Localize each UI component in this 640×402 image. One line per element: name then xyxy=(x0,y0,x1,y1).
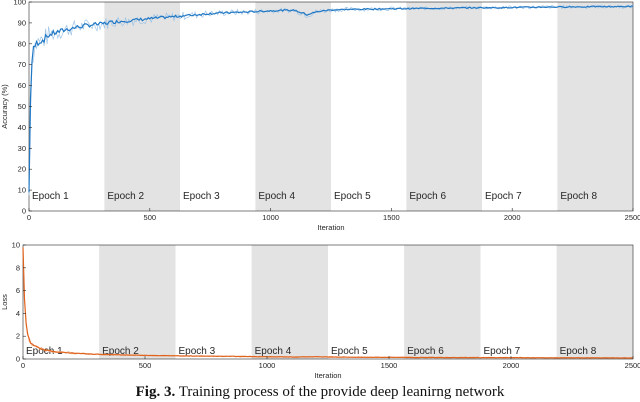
x-tick-label: 1000 xyxy=(262,213,279,222)
x-tick-label: 1500 xyxy=(383,213,400,222)
x-tick-label: 2000 xyxy=(503,361,520,370)
x-tick-label: 0 xyxy=(21,361,25,370)
loss-chart: Epoch 1 Epoch 2 Epoch 3 Epoch 4 Epoch 5 Epoch… xyxy=(0,241,640,381)
y-tick-label: 80 xyxy=(18,39,26,48)
x-tick-label: 500 xyxy=(144,213,157,222)
y-tick-label: 0 xyxy=(22,207,26,216)
epoch-band xyxy=(104,2,180,211)
epoch-label: Epoch 6 xyxy=(409,191,446,202)
x-tick-label: 2500 xyxy=(625,213,640,222)
x-tick-label: 2000 xyxy=(504,213,521,222)
epoch-label: Epoch 7 xyxy=(485,191,522,202)
epoch-label: Epoch 3 xyxy=(183,191,220,202)
y-tick-label: 2 xyxy=(16,332,20,341)
y-tick-label: 90 xyxy=(18,18,26,27)
y-axis-label: Accuracy (%) xyxy=(0,84,9,129)
epoch-label: Epoch 8 xyxy=(560,346,597,357)
epoch-label: Epoch 1 xyxy=(26,346,63,357)
axes-frame xyxy=(22,244,634,360)
accuracy-chart: Epoch 1 Epoch 2 Epoch 3 Epoch 4 Epoch 5 Epoch… xyxy=(0,0,640,232)
y-tick-label: 10 xyxy=(18,186,26,195)
x-tick-label: 0 xyxy=(27,213,31,222)
y-tick-label: 30 xyxy=(18,144,26,153)
y-tick-label: 4 xyxy=(16,309,20,318)
epoch-band xyxy=(557,2,633,211)
epoch-band xyxy=(404,245,481,359)
x-axis-label: Iteration xyxy=(317,223,344,232)
y-tick-label: 0 xyxy=(16,355,20,364)
epoch-label: Epoch 2 xyxy=(107,191,144,202)
epoch-band xyxy=(406,2,482,211)
epoch-label: Epoch 5 xyxy=(334,191,371,202)
series-line xyxy=(22,247,633,359)
series-line xyxy=(28,5,633,193)
epoch-band xyxy=(251,245,328,359)
caption-lead: Fig. 3. xyxy=(135,384,176,400)
y-tick-label: 50 xyxy=(18,102,26,111)
y-tick-label: 100 xyxy=(13,0,26,7)
x-axis-label: Iteration xyxy=(314,371,341,380)
epoch-label: Epoch 8 xyxy=(560,191,597,202)
x-tick-label: 1000 xyxy=(259,361,276,370)
epoch-label: Epoch 4 xyxy=(255,346,292,357)
y-tick-label: 8 xyxy=(16,263,20,272)
y-tick-label: 20 xyxy=(18,165,26,174)
epoch-label: Epoch 4 xyxy=(258,191,295,202)
y-tick-label: 60 xyxy=(18,81,26,90)
y-tick-label: 70 xyxy=(18,60,26,69)
epoch-band xyxy=(99,245,176,359)
series-raw-line xyxy=(28,4,634,196)
y-tick-label: 10 xyxy=(12,241,20,250)
x-tick-label: 2500 xyxy=(625,361,640,370)
epoch-label: Epoch 2 xyxy=(102,346,139,357)
epoch-label: Epoch 3 xyxy=(179,346,216,357)
y-tick-label: 40 xyxy=(18,123,26,132)
epoch-label: Epoch 5 xyxy=(331,346,368,357)
y-axis-label: Loss xyxy=(0,294,9,310)
x-tick-label: 500 xyxy=(139,361,152,370)
epoch-label: Epoch 6 xyxy=(407,346,444,357)
caption-text: Training process of the provide deep lea… xyxy=(178,384,505,400)
y-tick-label: 6 xyxy=(16,286,20,295)
figure-caption: Fig. 3. Training process of the provide … xyxy=(0,384,640,401)
epoch-label: Epoch 7 xyxy=(484,346,521,357)
x-tick-label: 1500 xyxy=(381,361,398,370)
epoch-label: Epoch 1 xyxy=(32,191,69,202)
epoch-band xyxy=(556,245,633,359)
epoch-band xyxy=(255,2,331,211)
